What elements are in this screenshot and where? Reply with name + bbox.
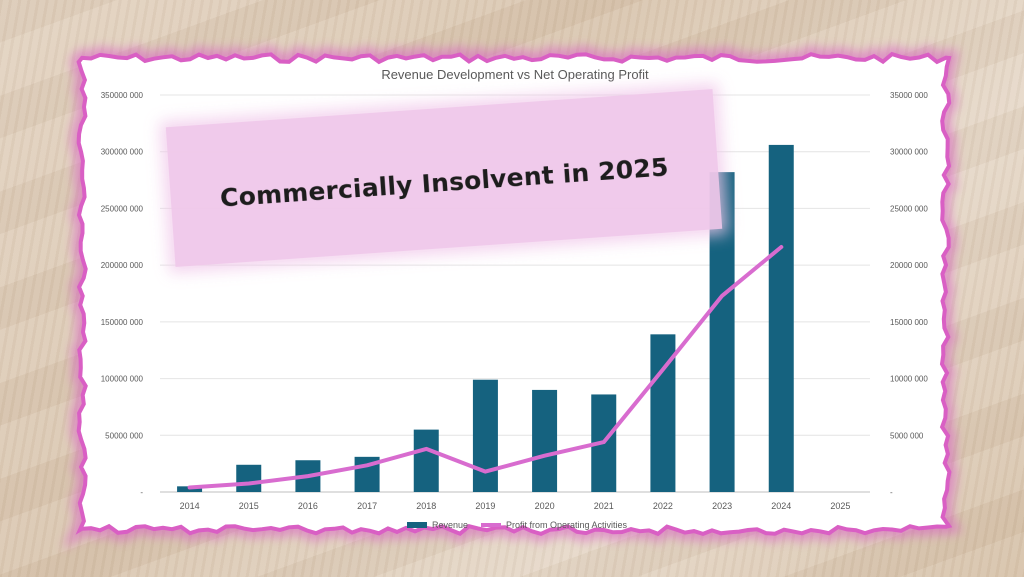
right-tick-label: 10000 000 [890, 375, 928, 384]
legend-swatch-revenue [407, 522, 427, 528]
revenue-bar-2020 [532, 389, 558, 492]
left-axis-ticks: 350000 000 300000 000 250000 000 200000 000… [101, 91, 144, 497]
left-tick-label: 50000 000 [105, 431, 143, 440]
left-tick-label: 350000 000 [101, 91, 144, 100]
left-tick-label: 150000 000 [101, 318, 144, 327]
left-tick-label: 300000 000 [101, 148, 144, 157]
right-tick-label: 20000 000 [890, 261, 928, 270]
x-tick-label: 2015 [239, 501, 259, 511]
left-tick-label: 100000 000 [101, 375, 144, 384]
profit-line [187, 245, 784, 490]
revenue-bar-2024 [768, 144, 794, 492]
right-tick-label: 35000 000 [890, 91, 928, 100]
right-tick-label: 25000 000 [890, 204, 928, 213]
right-tick-label: 5000 000 [890, 431, 924, 440]
right-tick-label: 30000 000 [890, 148, 928, 157]
x-tick-label: 2018 [416, 501, 436, 511]
legend-label-revenue: Revenue [432, 520, 468, 530]
banner-text: Commercially Insolvent in 2025 [219, 151, 670, 213]
legend: Revenue Profit from Operating Activities [407, 520, 628, 530]
x-tick-label: 2021 [594, 501, 614, 511]
x-tick-label: 2017 [357, 501, 377, 511]
x-axis-ticks: 2014 2015 2016 2017 2018 2019 2020 2021 2022 2023… [180, 501, 851, 511]
x-tick-label: 2016 [298, 501, 318, 511]
left-tick-label: - [140, 488, 143, 497]
right-tick-label: 15000 000 [890, 318, 928, 327]
revenue-bar-2018 [413, 429, 439, 492]
revenue-bar-2015 [236, 464, 262, 492]
x-tick-label: 2019 [475, 501, 495, 511]
left-tick-label: 250000 000 [101, 204, 144, 213]
revenue-bar-2019 [472, 379, 498, 492]
left-tick-label: 200000 000 [101, 261, 144, 270]
chart-title: Revenue Development vs Net Operating Pro… [381, 67, 649, 82]
right-tick-label: - [890, 488, 893, 497]
x-tick-label: 2014 [180, 501, 200, 511]
legend-label-profit: Profit from Operating Activities [506, 520, 628, 530]
legend-swatch-profit [481, 523, 501, 527]
x-tick-label: 2024 [771, 501, 791, 511]
x-tick-label: 2020 [535, 501, 555, 511]
x-tick-label: 2022 [653, 501, 673, 511]
x-tick-label: 2023 [712, 501, 732, 511]
x-tick-label: 2025 [830, 501, 850, 511]
right-axis-ticks: 35000 000 30000 000 25000 000 20000 000 1500… [890, 91, 928, 497]
